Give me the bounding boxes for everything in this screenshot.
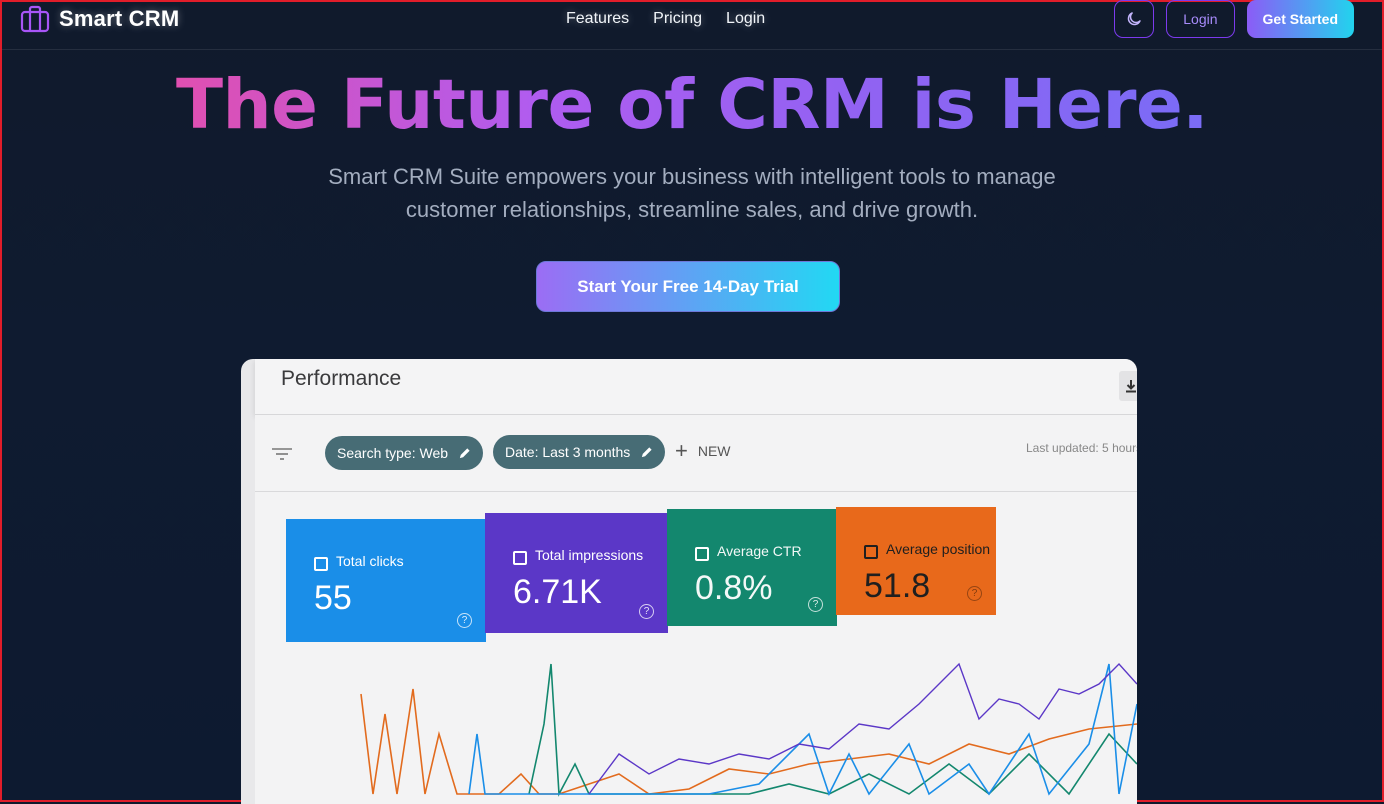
- metric-value: 6.71K: [513, 573, 602, 611]
- metric-card-ctr: Average CTR 0.8% ?: [667, 509, 837, 626]
- help-icon: ?: [808, 597, 823, 612]
- dashboard-screenshot: Performance Search type: Web Date: Last …: [241, 359, 1137, 804]
- metric-value: 51.8: [864, 567, 931, 605]
- nav-link-features[interactable]: Features: [566, 10, 630, 27]
- help-icon: ?: [967, 586, 982, 601]
- new-filter-label: NEW: [697, 443, 731, 459]
- login-button[interactable]: Login: [1166, 0, 1235, 38]
- metric-label: Average CTR: [717, 543, 802, 559]
- series-line-position: [360, 688, 1137, 795]
- hero-title: The Future of CRM is Here.: [2, 62, 1382, 148]
- nav-actions: Login Get Started: [1114, 0, 1354, 38]
- pencil-icon: [642, 446, 652, 457]
- nav-link-pricing[interactable]: Pricing: [653, 10, 703, 27]
- metric-value: 55: [314, 579, 352, 617]
- metric-cards: Total clicks 55 ? Total impressions 6.71…: [286, 507, 996, 644]
- new-filter: + NEW: [675, 438, 731, 463]
- filter-chip-date: Date: Last 3 months: [493, 435, 666, 469]
- filter-icon: [272, 448, 292, 460]
- plus-icon: +: [675, 438, 688, 463]
- metric-card-position: Average position 51.8 ?: [836, 507, 996, 615]
- screenshot-title: Performance: [281, 367, 402, 390]
- metric-label: Average position: [886, 541, 991, 557]
- top-nav: Smart CRM Features Pricing Login Login G…: [2, 0, 1382, 50]
- screenshot-header: Performance: [255, 359, 1137, 415]
- nav-link-login[interactable]: Login: [726, 10, 766, 27]
- download-icon: [1119, 371, 1137, 401]
- hero-subtitle: Smart CRM Suite empowers your business w…: [328, 164, 1056, 222]
- start-trial-button[interactable]: Start Your Free 14-Day Trial: [536, 261, 840, 312]
- performance-line-chart: [360, 662, 1137, 797]
- moon-icon: [1128, 12, 1142, 26]
- brand-name: Smart CRM: [59, 6, 180, 31]
- hero-title-text: The Future of CRM is Here.: [175, 65, 1209, 145]
- metric-label: Total impressions: [535, 547, 644, 563]
- checkbox-icon: [513, 551, 527, 565]
- checkbox-icon: [864, 545, 878, 559]
- checkbox-icon: [314, 557, 328, 571]
- divider: [255, 491, 1137, 492]
- theme-toggle-button[interactable]: [1114, 0, 1155, 38]
- brand[interactable]: Smart CRM: [20, 5, 179, 33]
- filter-chip-label: Date: Last 3 months: [505, 444, 631, 460]
- help-icon: ?: [639, 604, 654, 619]
- get-started-button[interactable]: Get Started: [1246, 0, 1354, 38]
- help-icon: ?: [457, 613, 472, 628]
- nav-links: Features Pricing Login: [554, 9, 777, 29]
- filter-chip-search-type: Search type: Web: [325, 436, 484, 470]
- metric-value: 0.8%: [695, 569, 773, 607]
- series-line-clicks: [468, 663, 1137, 797]
- metric-card-impressions: Total impressions 6.71K ?: [485, 513, 668, 633]
- last-updated-text: Last updated: 5 hours ago: [1026, 441, 1137, 455]
- metric-card-clicks: Total clicks 55 ?: [286, 519, 486, 642]
- checkbox-icon: [695, 547, 709, 561]
- filter-chip-label: Search type: Web: [337, 445, 449, 461]
- series-line-impressions: [588, 662, 1137, 795]
- pencil-icon: [459, 447, 470, 458]
- metric-label: Total clicks: [336, 553, 404, 569]
- series-line-ctr: [528, 663, 1137, 797]
- briefcase-icon: [20, 5, 50, 33]
